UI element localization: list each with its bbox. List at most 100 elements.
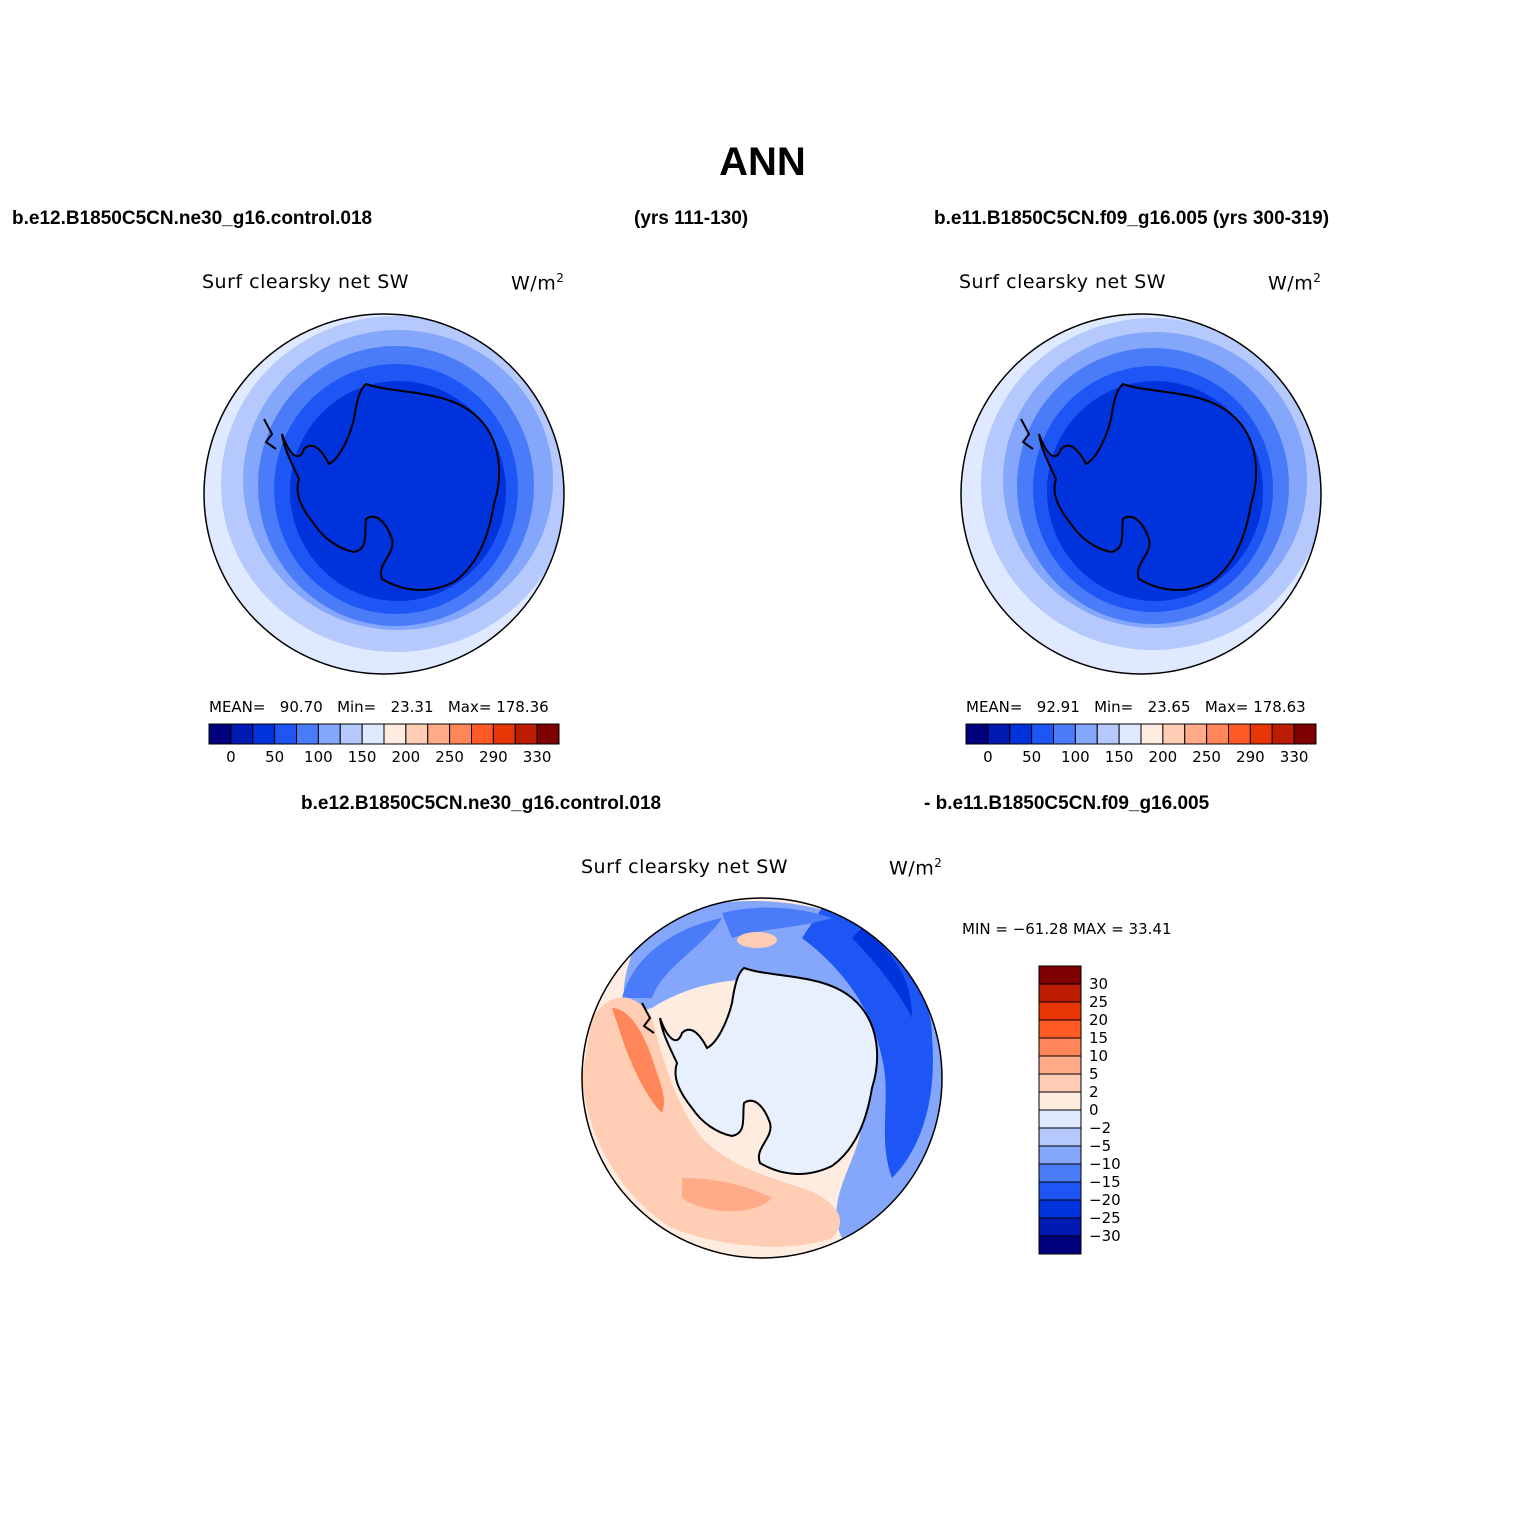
colorbar-swatch xyxy=(1038,1055,1082,1075)
colorbar-tick-label: 0 xyxy=(226,748,236,766)
colorbar-swatch xyxy=(449,723,472,745)
panel1-variable: Surf clearsky net SW xyxy=(202,271,410,293)
colorbar-swatch xyxy=(1162,723,1186,745)
colorbar-swatch xyxy=(1038,1145,1082,1165)
colorbar-tick-label: 30 xyxy=(1089,975,1109,993)
colorbar-swatch xyxy=(427,723,451,745)
colorbar-swatch xyxy=(1271,723,1295,745)
colorbar-swatch xyxy=(514,723,538,745)
panel2-colorbar-labels: 0 50 100 150 200 250 290 330 xyxy=(966,748,1316,768)
diff-colorbar-labels: 30 25 20 15 10 5 2 0 −2 −5 −10 −15 −20 −25 −30 xyxy=(1089,966,1149,1254)
colorbar-tick-label: 100 xyxy=(304,748,333,766)
colorbar-tick-label: 2 xyxy=(1089,1083,1099,1101)
case1-name: b.e12.B1850C5CN.ne30_g16.control.018 xyxy=(12,208,373,229)
colorbar-swatch xyxy=(383,723,407,745)
colorbar-swatch xyxy=(471,723,494,745)
diff-title-right: - b.e11.B1850C5CN.f09_g16.005 xyxy=(924,793,1210,814)
colorbar-tick-label: −30 xyxy=(1089,1227,1121,1245)
panel2-polar-map xyxy=(960,313,1322,675)
colorbar-tick-label: −2 xyxy=(1089,1119,1112,1137)
colorbar-tick-label: 100 xyxy=(1061,748,1090,766)
colorbar-swatch xyxy=(1038,1127,1082,1147)
colorbar-tick-label: 25 xyxy=(1089,993,1109,1011)
colorbar-swatch xyxy=(361,723,385,745)
colorbar-swatch xyxy=(1053,723,1076,745)
colorbar-tick-label: 150 xyxy=(347,748,377,766)
colorbar-swatch xyxy=(1096,723,1120,745)
colorbar-swatch xyxy=(987,723,1011,745)
colorbar-tick-label: 150 xyxy=(1104,748,1134,766)
colorbar-swatch xyxy=(1038,1037,1082,1057)
colorbar-swatch xyxy=(1009,723,1033,745)
diff-units: W/m2 xyxy=(889,856,943,880)
colorbar-swatch xyxy=(1038,1001,1082,1021)
colorbar-swatch xyxy=(1293,723,1317,745)
colorbar-swatch xyxy=(1038,1163,1082,1183)
colorbar-tick-label: −10 xyxy=(1089,1155,1121,1173)
colorbar-swatch xyxy=(230,723,254,745)
colorbar-tick-label: 200 xyxy=(1148,748,1178,766)
colorbar-swatch xyxy=(1206,723,1229,745)
colorbar-swatch xyxy=(252,723,276,745)
panel2-variable: Surf clearsky net SW xyxy=(959,271,1167,293)
colorbar-swatch xyxy=(492,723,516,745)
panel1-colorbar-labels: 0 50 100 150 200 250 290 330 xyxy=(209,748,559,768)
panel1-polar-map xyxy=(203,313,565,675)
colorbar-tick-label: −15 xyxy=(1089,1173,1121,1191)
colorbar-swatch xyxy=(1038,1073,1082,1093)
case2-label: b.e11.B1850C5CN.f09_g16.005 (yrs 300-319… xyxy=(934,208,1330,229)
panel1-stats: MEAN= 90.70 Min= 23.31 Max= 178.36 xyxy=(209,698,549,716)
diff-colorbar xyxy=(1038,965,1082,1255)
diff-variable: Surf clearsky net SW xyxy=(581,856,789,878)
colorbar-tick-label: 5 xyxy=(1089,1065,1099,1083)
colorbar-swatch xyxy=(274,723,297,745)
colorbar-tick-label: 330 xyxy=(522,748,552,766)
colorbar-tick-label: 250 xyxy=(1192,748,1221,766)
colorbar-tick-label: 290 xyxy=(1236,748,1265,766)
colorbar-tick-label: −20 xyxy=(1089,1191,1121,1209)
colorbar-tick-label: 0 xyxy=(1089,1101,1099,1119)
diff-title-left: b.e12.B1850C5CN.ne30_g16.control.018 xyxy=(301,793,662,814)
diff-polar-map xyxy=(581,897,943,1259)
colorbar-swatch xyxy=(1038,1199,1082,1219)
colorbar-tick-label: 50 xyxy=(265,748,285,766)
colorbar-swatch xyxy=(1184,723,1208,745)
colorbar-tick-label: 50 xyxy=(1022,748,1042,766)
panel1-colorbar xyxy=(208,723,560,745)
colorbar-swatch xyxy=(1038,1217,1082,1237)
colorbar-swatch xyxy=(965,723,989,745)
colorbar-swatch xyxy=(536,723,560,745)
colorbar-tick-label: −5 xyxy=(1089,1137,1112,1155)
colorbar-swatch xyxy=(1140,723,1164,745)
panel1-units: W/m2 xyxy=(511,271,565,295)
panel2-units: W/m2 xyxy=(1268,271,1322,295)
colorbar-swatch xyxy=(1249,723,1273,745)
panel2-colorbar xyxy=(965,723,1317,745)
colorbar-swatch xyxy=(1038,1019,1082,1039)
case1-years: (yrs 111-130) xyxy=(634,208,749,229)
colorbar-tick-label: 15 xyxy=(1089,1029,1109,1047)
colorbar-swatch xyxy=(1038,983,1082,1003)
colorbar-swatch xyxy=(1074,723,1098,745)
colorbar-swatch xyxy=(405,723,429,745)
colorbar-swatch xyxy=(1038,1235,1082,1255)
colorbar-tick-label: 20 xyxy=(1089,1011,1109,1029)
colorbar-tick-label: 200 xyxy=(391,748,421,766)
colorbar-swatch xyxy=(208,723,232,745)
diff-minmax: MIN = −61.28 MAX = 33.41 xyxy=(962,920,1172,938)
colorbar-swatch xyxy=(317,723,341,745)
colorbar-tick-label: 250 xyxy=(435,748,464,766)
colorbar-swatch xyxy=(1038,965,1082,985)
colorbar-swatch xyxy=(296,723,319,745)
colorbar-tick-label: 10 xyxy=(1089,1047,1109,1065)
colorbar-swatch xyxy=(1038,1181,1082,1201)
figure-title: ANN xyxy=(719,140,806,184)
colorbar-swatch xyxy=(1031,723,1054,745)
colorbar-tick-label: 330 xyxy=(1279,748,1309,766)
colorbar-tick-label: −25 xyxy=(1089,1209,1121,1227)
panel2-stats: MEAN= 92.91 Min= 23.65 Max= 178.63 xyxy=(966,698,1306,716)
colorbar-swatch xyxy=(1038,1091,1082,1111)
colorbar-swatch xyxy=(1118,723,1142,745)
colorbar-tick-label: 0 xyxy=(983,748,993,766)
colorbar-swatch xyxy=(1228,723,1251,745)
